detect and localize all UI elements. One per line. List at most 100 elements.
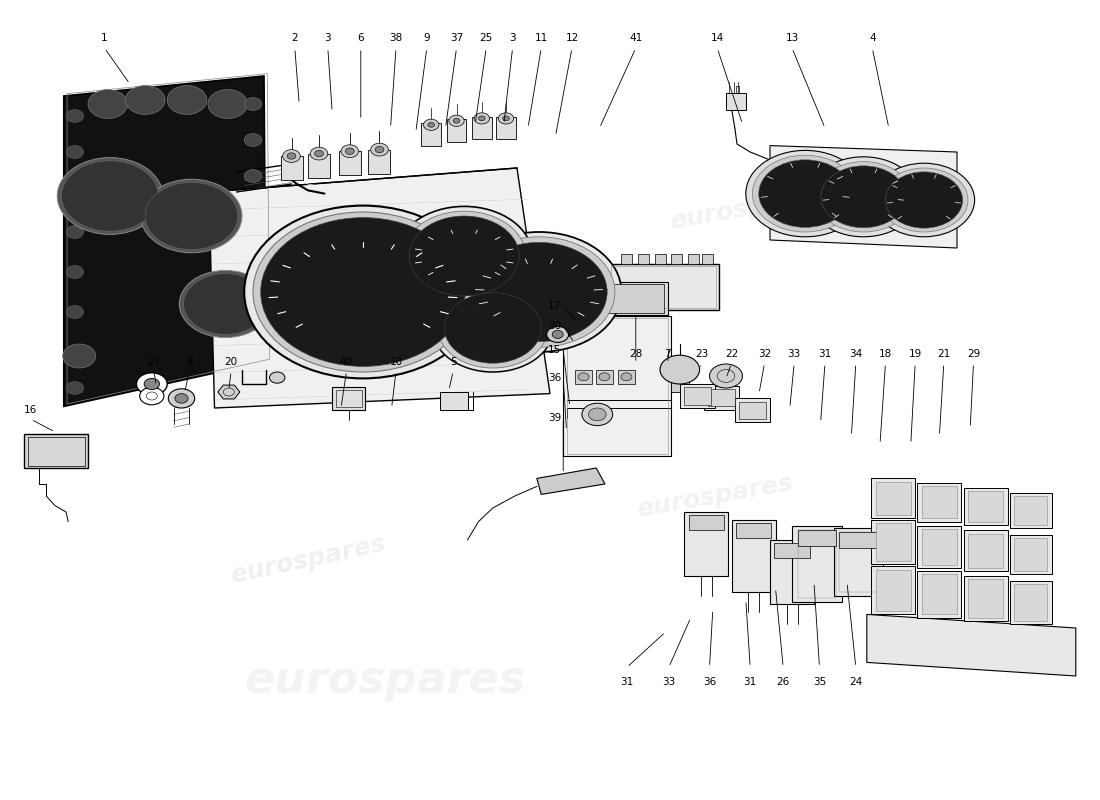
Text: 30: 30 (548, 322, 561, 331)
Circle shape (244, 170, 262, 182)
Bar (308, 154, 330, 178)
Bar (472, 117, 492, 139)
Bar (774, 543, 810, 558)
Text: 7: 7 (664, 349, 671, 358)
Text: 21: 21 (937, 349, 950, 358)
Text: 10: 10 (389, 357, 403, 366)
Bar (1014, 496, 1047, 525)
Circle shape (752, 155, 858, 232)
Bar (1010, 535, 1052, 574)
Bar (726, 93, 746, 110)
Circle shape (453, 118, 460, 123)
Bar (684, 387, 711, 405)
Bar (917, 526, 961, 568)
Text: 28: 28 (629, 349, 642, 358)
Circle shape (66, 186, 84, 198)
Circle shape (660, 355, 700, 384)
Bar (596, 370, 613, 384)
Bar (964, 576, 1008, 621)
Text: eurospares: eurospares (244, 658, 526, 702)
Circle shape (345, 148, 354, 154)
Text: 27: 27 (147, 357, 161, 366)
Text: 35: 35 (813, 677, 826, 686)
Circle shape (598, 373, 609, 381)
Circle shape (456, 232, 622, 352)
Text: 33: 33 (662, 677, 675, 686)
Text: 31: 31 (818, 349, 832, 358)
Bar (638, 254, 649, 264)
Circle shape (261, 218, 465, 366)
Bar (1010, 493, 1052, 528)
Bar (440, 392, 467, 410)
Bar (798, 530, 836, 598)
Bar (871, 478, 915, 518)
Text: 13: 13 (785, 34, 799, 43)
Bar (671, 370, 689, 392)
Text: 29: 29 (967, 349, 980, 358)
Bar (792, 526, 842, 602)
Circle shape (184, 274, 267, 334)
Circle shape (88, 90, 128, 118)
Circle shape (371, 143, 388, 156)
Bar (871, 566, 915, 614)
Bar (876, 570, 911, 611)
Bar (798, 530, 836, 546)
Text: eurospares: eurospares (228, 532, 388, 588)
Bar (332, 387, 365, 410)
Polygon shape (770, 146, 957, 248)
Text: 16: 16 (24, 405, 37, 414)
Bar (876, 482, 911, 515)
Bar (770, 540, 814, 604)
Bar (702, 254, 713, 264)
Circle shape (873, 163, 975, 237)
Bar (654, 254, 666, 264)
Circle shape (63, 344, 96, 368)
Circle shape (167, 86, 207, 114)
Bar (607, 264, 719, 310)
Circle shape (66, 146, 84, 158)
Text: 38: 38 (389, 34, 403, 43)
Circle shape (315, 150, 323, 157)
Text: 1: 1 (101, 34, 108, 43)
Circle shape (179, 270, 272, 338)
Text: eurospares: eurospares (272, 228, 432, 284)
Text: 4: 4 (869, 34, 876, 43)
Circle shape (287, 153, 296, 159)
Text: 3: 3 (324, 34, 331, 43)
Circle shape (310, 147, 328, 160)
Text: 36: 36 (703, 677, 716, 686)
Bar (964, 530, 1008, 571)
Bar (968, 491, 1003, 522)
Text: 20: 20 (224, 357, 238, 366)
Circle shape (403, 211, 526, 301)
Text: 31: 31 (620, 677, 634, 686)
Circle shape (444, 293, 541, 363)
Text: 36: 36 (548, 373, 561, 382)
Bar (566, 318, 668, 454)
Circle shape (244, 206, 482, 378)
Circle shape (808, 157, 918, 237)
Bar (839, 532, 878, 592)
Bar (1010, 581, 1052, 624)
Text: 41: 41 (629, 34, 642, 43)
Text: 33: 33 (788, 349, 801, 358)
Circle shape (341, 145, 359, 158)
Bar (917, 571, 961, 618)
Bar (739, 402, 766, 419)
Bar (717, 376, 735, 396)
Bar (280, 156, 302, 180)
Bar (839, 532, 878, 548)
Bar (684, 512, 728, 576)
Bar (1014, 584, 1047, 621)
Bar (24, 434, 88, 468)
Circle shape (759, 160, 851, 227)
Circle shape (428, 122, 435, 127)
Circle shape (140, 387, 164, 405)
Text: 31: 31 (744, 677, 757, 686)
Bar (871, 520, 915, 564)
Bar (575, 370, 592, 384)
Circle shape (66, 110, 84, 122)
Bar (621, 254, 632, 264)
Circle shape (208, 90, 248, 118)
Bar (704, 386, 739, 410)
